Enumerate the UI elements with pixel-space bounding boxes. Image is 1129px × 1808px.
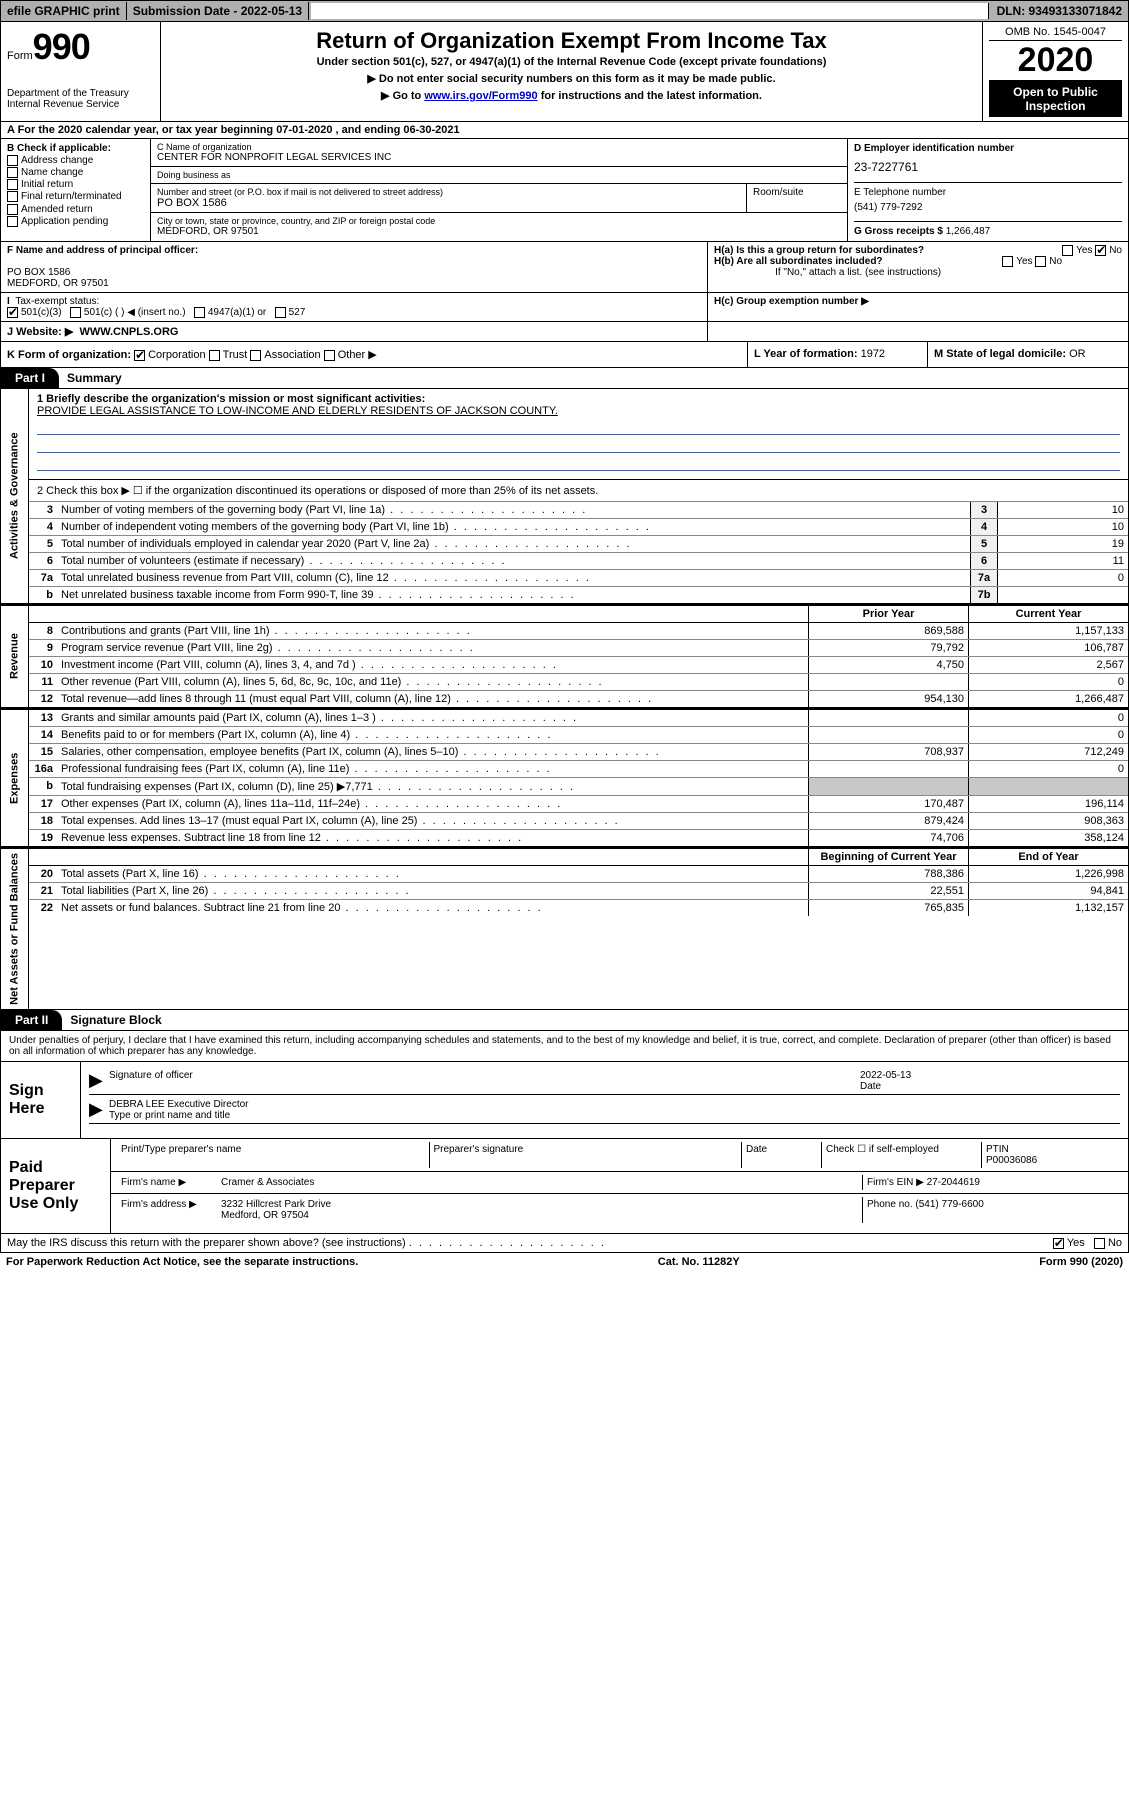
title-block: Return of Organization Exempt From Incom… — [161, 22, 983, 121]
expenses-block: Expenses 13Grants and similar amounts pa… — [0, 708, 1129, 847]
dept-label: Department of the Treasury Internal Reve… — [7, 88, 154, 110]
section-d: D Employer identification number 23-7227… — [848, 139, 1128, 241]
irs-link[interactable]: www.irs.gov/Form990 — [424, 90, 537, 102]
org-street: PO BOX 1586 — [157, 197, 740, 209]
year-block: OMB No. 1545-0047 2020 Open to Public In… — [983, 22, 1128, 121]
note-link: ▶ Go to www.irs.gov/Form990 for instruct… — [167, 89, 976, 102]
room-suite-label: Room/suite — [747, 184, 847, 212]
table-row: 17Other expenses (Part IX, column (A), l… — [29, 796, 1128, 813]
submission-date: Submission Date - 2022-05-13 — [127, 2, 309, 20]
prep-phone: (541) 779-6600 — [915, 1199, 983, 1210]
netassets-vtab: Net Assets or Fund Balances — [1, 849, 29, 1009]
org-city: MEDFORD, OR 97501 — [157, 226, 841, 237]
form-subtitle: Under section 501(c), 527, or 4947(a)(1)… — [167, 56, 976, 68]
website-row: J Website: ▶ WWW.CNPLS.ORG — [0, 322, 1129, 342]
preparer-block: Paid Preparer Use Only Print/Type prepar… — [0, 1139, 1129, 1234]
section-b: B Check if applicable: Address change Na… — [1, 139, 151, 241]
table-row: 9Program service revenue (Part VIII, lin… — [29, 640, 1128, 657]
line-2: 2 Check this box ▶ ☐ if the organization… — [29, 480, 1128, 502]
efile-label: efile GRAPHIC print — [1, 2, 127, 20]
mission-text: PROVIDE LEGAL ASSISTANCE TO LOW-INCOME A… — [37, 405, 558, 417]
form-number-block: Form990 Department of the Treasury Inter… — [1, 22, 161, 121]
section-f-h: F Name and address of principal officer:… — [0, 242, 1129, 293]
org-name: CENTER FOR NONPROFIT LEGAL SERVICES INC — [157, 152, 841, 163]
table-row: 14Benefits paid to or for members (Part … — [29, 727, 1128, 744]
firm-addr2: Medford, OR 97504 — [221, 1210, 309, 1221]
dln-label: DLN: 93493133071842 — [991, 2, 1128, 20]
sign-here-block: Sign Here ▶ Signature of officer 2022-05… — [0, 1062, 1129, 1139]
mission-block: 1 Briefly describe the organization's mi… — [29, 389, 1128, 480]
table-row: 3Number of voting members of the governi… — [29, 502, 1128, 519]
part2-header: Part II Signature Block — [0, 1010, 1129, 1031]
table-row: 21Total liabilities (Part X, line 26)22,… — [29, 883, 1128, 900]
firm-name: Cramer & Associates — [217, 1175, 862, 1190]
table-row: 7aTotal unrelated business revenue from … — [29, 570, 1128, 587]
org-info-grid: B Check if applicable: Address change Na… — [0, 139, 1129, 242]
table-row: 11Other revenue (Part VIII, column (A), … — [29, 674, 1128, 691]
table-row: 10Investment income (Part VIII, column (… — [29, 657, 1128, 674]
governance-block: Activities & Governance 1 Briefly descri… — [0, 389, 1129, 604]
officer-sig-label: Signature of officer — [109, 1070, 860, 1092]
phone-value: (541) 779-7292 — [854, 202, 1122, 213]
table-row: 19Revenue less expenses. Subtract line 1… — [29, 830, 1128, 846]
table-row: 4Number of independent voting members of… — [29, 519, 1128, 536]
table-row: 20Total assets (Part X, line 16)788,3861… — [29, 866, 1128, 883]
table-row: 6Total number of volunteers (estimate if… — [29, 553, 1128, 570]
governance-vtab: Activities & Governance — [1, 389, 29, 603]
part1-header: Part I Summary — [0, 368, 1129, 389]
table-row: bNet unrelated business taxable income f… — [29, 587, 1128, 603]
table-row: 12Total revenue—add lines 8 through 11 (… — [29, 691, 1128, 707]
triangle-icon: ▶ — [89, 1099, 109, 1121]
omb-number: OMB No. 1545-0047 — [989, 26, 1122, 41]
officer-name: DEBRA LEE Executive Director — [109, 1099, 249, 1110]
footer-row: For Paperwork Reduction Act Notice, see … — [0, 1253, 1129, 1271]
section-c: C Name of organization CENTER FOR NONPRO… — [151, 139, 848, 241]
ptin: P00036086 — [986, 1155, 1037, 1166]
form-title: Return of Organization Exempt From Incom… — [167, 28, 976, 54]
discuss-row: May the IRS discuss this return with the… — [0, 1234, 1129, 1253]
inspection-label: Open to Public Inspection — [989, 81, 1122, 117]
form-org-row: K Form of organization: Corporation Trus… — [0, 342, 1129, 368]
note-ssn: ▶ Do not enter social security numbers o… — [167, 72, 976, 85]
perjury-block: Under penalties of perjury, I declare th… — [0, 1031, 1129, 1062]
tax-year: 2020 — [989, 41, 1122, 81]
firm-ein: 27-2044619 — [927, 1177, 980, 1188]
table-row: 5Total number of individuals employed in… — [29, 536, 1128, 553]
table-row: 15Salaries, other compensation, employee… — [29, 744, 1128, 761]
table-row: 13Grants and similar amounts paid (Part … — [29, 710, 1128, 727]
gross-receipts: 1,266,487 — [946, 226, 991, 237]
dropdown-placeholder[interactable] — [311, 3, 988, 19]
form-header: Form990 Department of the Treasury Inter… — [0, 22, 1129, 122]
tax-period-row: A For the 2020 calendar year, or tax yea… — [0, 122, 1129, 139]
expenses-vtab: Expenses — [1, 710, 29, 846]
table-row: 16aProfessional fundraising fees (Part I… — [29, 761, 1128, 778]
netassets-block: Net Assets or Fund Balances Beginning of… — [0, 847, 1129, 1010]
table-row: 22Net assets or fund balances. Subtract … — [29, 900, 1128, 916]
website-url: WWW.CNPLS.ORG — [79, 326, 178, 338]
triangle-icon: ▶ — [89, 1070, 109, 1092]
top-bar: efile GRAPHIC print Submission Date - 20… — [0, 0, 1129, 22]
table-row: 8Contributions and grants (Part VIII, li… — [29, 623, 1128, 640]
ein-value: 23-7227761 — [854, 160, 1122, 174]
revenue-block: Revenue Prior Year Current Year 8Contrib… — [0, 604, 1129, 708]
firm-addr1: 3232 Hillcrest Park Drive — [221, 1199, 331, 1210]
table-row: bTotal fundraising expenses (Part IX, co… — [29, 778, 1128, 796]
table-row: 18Total expenses. Add lines 13–17 (must … — [29, 813, 1128, 830]
revenue-vtab: Revenue — [1, 606, 29, 707]
tax-status-row: I Tax-exempt status: 501(c)(3) 501(c) ( … — [0, 293, 1129, 322]
